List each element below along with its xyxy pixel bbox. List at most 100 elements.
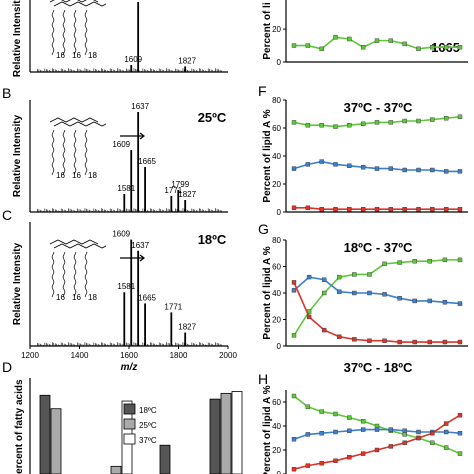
data-point [291, 333, 297, 338]
y-axis-label: Relative Intensity [12, 114, 23, 197]
data-point [347, 428, 352, 433]
data-point [374, 206, 380, 212]
data-point [457, 431, 463, 436]
data-point [427, 298, 433, 304]
data-point [347, 415, 352, 420]
data-point [291, 437, 297, 442]
red-series-line [293, 282, 460, 343]
peak-label: 1609 [112, 140, 130, 149]
data-point [457, 339, 463, 345]
data-point [291, 288, 297, 293]
data-point [291, 43, 297, 48]
data-point [427, 339, 433, 345]
y-tick-label: 20 [272, 25, 281, 34]
data-point [321, 327, 327, 333]
data-point [416, 118, 421, 124]
data-point [360, 419, 366, 424]
legend-swatch [123, 433, 136, 445]
data-point [319, 159, 324, 164]
data-point [305, 122, 311, 128]
blue-series-line [293, 276, 461, 305]
panel-title: 37ºC - 37ºC [344, 100, 413, 115]
fatty-acid-bar [231, 391, 243, 474]
data-point [412, 259, 417, 264]
data-point [412, 339, 417, 345]
data-point [443, 206, 449, 212]
data-point [416, 435, 421, 441]
data-point [457, 301, 463, 306]
legend-swatch [123, 403, 136, 415]
fatty-acid-bar [110, 465, 122, 474]
acyl-chain [73, 251, 77, 298]
peak-label: 1637 [131, 102, 149, 111]
y-tick-label: 0 [277, 208, 282, 217]
arrow [120, 132, 145, 140]
y-tick-label: 80 [272, 236, 281, 245]
data-point [402, 118, 407, 124]
x-axis-label: m/z [121, 362, 138, 373]
data-point [333, 206, 338, 212]
peak-label: 1637 [131, 241, 149, 250]
data-point [397, 296, 402, 301]
data-point [402, 440, 407, 445]
data-point [333, 429, 338, 435]
data-point [333, 411, 338, 417]
data-point [352, 272, 357, 277]
y-tick-label: 40 [272, 289, 281, 298]
data-point [291, 120, 297, 125]
data-point [306, 274, 312, 280]
data-point [306, 314, 312, 320]
fatty-acid-bar [220, 392, 232, 474]
y-tick-label: 40 [272, 152, 281, 161]
data-point [305, 162, 311, 167]
data-point [333, 458, 338, 463]
data-point [443, 429, 449, 435]
acyl-chain [62, 251, 66, 298]
data-point [388, 444, 394, 449]
data-point [397, 260, 402, 265]
arrow [120, 254, 145, 262]
peak-label: 1581 [117, 184, 135, 193]
x-tick-label: 1200 [21, 351, 39, 360]
peak-label: 1771 [164, 186, 182, 195]
data-point [416, 206, 421, 212]
data-point [443, 169, 449, 174]
y-tick-label: 60 [272, 398, 281, 407]
y-axis-label: Percent of lipid A % [262, 385, 273, 474]
fatty-acid-bar [50, 408, 62, 474]
legend-swatch [123, 418, 136, 430]
data-point [457, 257, 463, 263]
data-point [321, 290, 327, 296]
data-point [319, 431, 324, 436]
data-point [442, 257, 448, 263]
data-point [388, 427, 394, 432]
peak-label: 1665 [138, 157, 156, 166]
data-point [430, 117, 435, 122]
data-point [374, 423, 380, 429]
data-point [319, 206, 324, 212]
data-point [319, 122, 324, 128]
y-axis-label: Percent of lipid A % [262, 109, 273, 202]
lipid-a-structure: 16 16 18 [49, 0, 107, 60]
data-point [412, 298, 417, 304]
data-point [457, 114, 463, 120]
line-panel-f: F 37ºC - 37ºC Percent of lipid A % 80 60 40 20… [258, 83, 468, 217]
data-point [442, 300, 448, 305]
data-point [430, 440, 435, 445]
data-point [416, 167, 421, 173]
data-point [427, 259, 433, 264]
data-point [360, 206, 366, 212]
data-point [333, 124, 338, 129]
data-point [388, 38, 394, 43]
data-point [305, 463, 311, 468]
chain-length-label: 16 [72, 171, 81, 180]
acyl-chain [73, 9, 77, 56]
line-panel-g: G 18ºC - 37ºC Percent of lipid A %80 60 40 20… [258, 221, 468, 351]
chain-length-label: 18 [88, 171, 97, 180]
data-point [305, 205, 311, 211]
acyl-chain [51, 9, 55, 56]
data-point [382, 292, 387, 297]
y-tick-label: 0 [277, 58, 282, 67]
